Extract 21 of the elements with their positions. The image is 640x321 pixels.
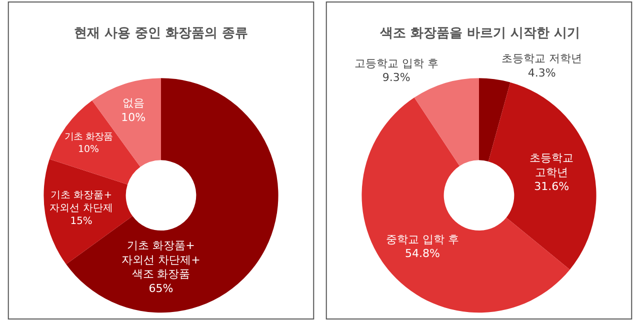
slice-label: 초등학교 저학년 xyxy=(502,52,582,66)
donut-slice xyxy=(488,82,596,270)
data-label: 9.3% xyxy=(382,71,410,84)
slice-label: 기초 화장품+ 자외선 차단제 xyxy=(50,190,113,214)
data-label: 65% xyxy=(148,282,174,295)
slice-label: 없음 xyxy=(122,96,144,110)
slice-label: 기초 화장품 xyxy=(64,132,113,143)
data-label: 10% xyxy=(78,144,100,155)
data-label: 31.6% xyxy=(534,180,570,194)
data-label: 4.3% xyxy=(528,66,556,80)
chart-title: 색조 화장품을 바르기 시작한 시기 xyxy=(379,26,580,41)
data-label: 54.8% xyxy=(404,247,440,260)
slice-label: 초등학교 고학년 xyxy=(530,151,574,179)
donut-slice xyxy=(414,78,479,166)
donut-slice xyxy=(479,78,510,162)
slice-label: 기초 화장품+ 자외선 차단제+ 색조 화장품 xyxy=(122,239,200,281)
data-label: 15% xyxy=(70,216,92,228)
slice-label: 고등학교 입학 후 xyxy=(354,56,438,70)
data-label: 10% xyxy=(121,110,146,124)
slice-label: 중학교 입학 후 xyxy=(386,232,459,246)
chart-title: 현재 사용 중인 화장품의 종류 xyxy=(74,26,248,41)
